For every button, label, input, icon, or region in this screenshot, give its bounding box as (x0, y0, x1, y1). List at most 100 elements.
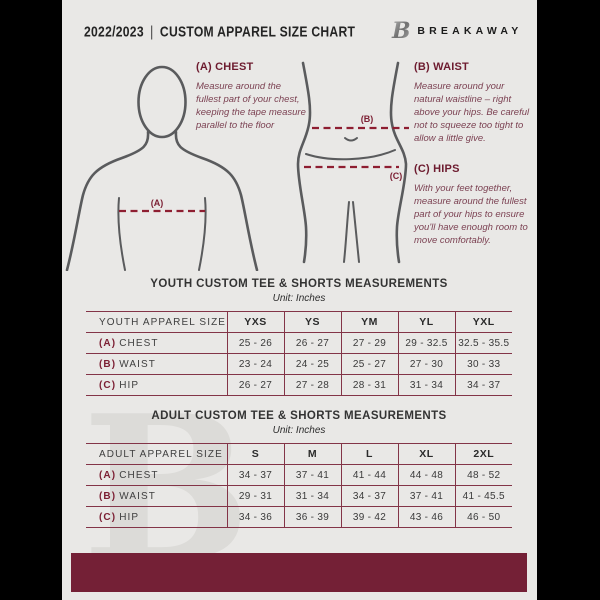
measurement-value-cell: 29 - 32.5 (397, 332, 455, 354)
adult-table-unit: Unit: Inches (272, 425, 326, 436)
measurement-value-cell: 27 - 28 (283, 374, 341, 396)
breakaway-logo-icon: B (387, 18, 411, 44)
row-label-text: WAIST (119, 490, 156, 502)
measurement-value-cell: 34 - 37 (340, 485, 398, 507)
size-header-row: ADULT APPAREL SIZE S M L XL 2XL (86, 443, 512, 465)
table-header-label: ADULT APPAREL SIZE (99, 448, 223, 460)
measurement-tables: YOUTH CUSTOM TEE & SHORTS MEASUREMENTS U… (86, 272, 512, 528)
measurement-value-cell: 44 - 48 (397, 464, 455, 486)
row-label-text: CHEST (119, 337, 159, 349)
size-header-cell: L (340, 443, 398, 465)
size-header-cell: YM (340, 311, 398, 333)
size-header-cell: YXS (226, 311, 284, 333)
measurement-value-cell: 41 - 45.5 (454, 485, 512, 507)
youth-table-title: YOUTH CUSTOM TEE & SHORTS MEASUREMENTS (150, 278, 448, 290)
measurement-value-cell: 29 - 31 (226, 485, 284, 507)
measurement-row: (B) WAIST 23 - 24 24 - 25 25 - 27 27 - 30 30 -… (86, 353, 512, 375)
row-label: (C) HIP (86, 375, 227, 396)
brand-lockup: B BREAKAWAY (385, 18, 522, 44)
measurement-value-cell: 26 - 27 (226, 374, 284, 396)
measurement-row: (B) WAIST 29 - 31 31 - 34 34 - 37 37 - 41 41 -… (86, 485, 512, 507)
svg-text:B: B (391, 18, 411, 44)
adult-table-title: ADULT CUSTOM TEE & SHORTS MEASUREMENTS (151, 410, 447, 422)
measurement-value-cell: 34 - 37 (454, 374, 512, 396)
row-label: (A) CHEST (86, 465, 227, 486)
measurement-row: (C) HIP 34 - 36 36 - 39 39 - 42 43 - 46 46 - 5… (86, 506, 512, 528)
hips-instruction-text: With your feet together, measure around … (414, 183, 528, 247)
measurement-value-cell: 41 - 44 (340, 464, 398, 486)
measurement-row: (A) CHEST 25 - 26 26 - 27 27 - 29 29 - 32.5 32… (86, 332, 512, 354)
measurement-value-cell: 39 - 42 (340, 506, 398, 528)
measurement-value-cell: 34 - 37 (226, 464, 284, 486)
header: 2022/2023 | CUSTOM APPAREL SIZE CHART B (84, 18, 518, 44)
waist-marker-label: (B) (361, 114, 374, 124)
row-label-prefix: (B) (99, 358, 117, 370)
lower-body-figure (296, 61, 408, 264)
waist-instruction: (B) WAIST Measure around your natural wa… (414, 61, 532, 146)
youth-size-table: YOUTH APPAREL SIZE YXS YS YM YL YXL (A) CHEST 25… (86, 311, 512, 396)
size-header-cell: XL (397, 443, 455, 465)
measurement-value-cell: 37 - 41 (397, 485, 455, 507)
size-header-row: YOUTH APPAREL SIZE YXS YS YM YL YXL (86, 311, 512, 333)
measurement-diagram: (A) (B) (C) (A) CHEST Measure around the… (62, 55, 537, 271)
chart-title-label: CUSTOM APPAREL SIZE CHART (159, 22, 356, 40)
measurement-value-cell: 23 - 24 (226, 353, 284, 375)
size-chart-page: B 2022/2023 | CUSTOM APPAREL SIZE CHART B (62, 0, 537, 600)
page-title: 2022/2023 | CUSTOM APPAREL SIZE CHART (84, 23, 355, 39)
row-label: (C) HIP (86, 507, 227, 528)
body-figures-illustration: (A) (B) (C) (65, 61, 409, 271)
row-label-prefix: (C) (99, 379, 117, 391)
measurement-value-cell: 25 - 27 (340, 353, 398, 375)
table-header-label: YOUTH APPAREL SIZE (99, 316, 227, 328)
chest-instruction-label: (A) CHEST (196, 61, 254, 73)
upper-body-figure (65, 65, 259, 271)
size-header-cell: YL (397, 311, 455, 333)
season-label: 2022/2023 (84, 22, 144, 40)
row-label-text: HIP (119, 379, 140, 391)
chest-instruction-text: Measure around the fullest part of your … (196, 81, 306, 132)
measurement-value-cell: 27 - 29 (340, 332, 398, 354)
chest-instruction: (A) CHEST Measure around the fullest par… (196, 61, 308, 132)
chest-marker-label: (A) (151, 198, 164, 208)
measurement-row: (C) HIP 26 - 27 27 - 28 28 - 31 31 - 34 34 - 3… (86, 374, 512, 396)
adult-size-table: ADULT APPAREL SIZE S M L XL 2XL (A) CHEST 34 - 3… (86, 443, 512, 528)
row-label: (B) WAIST (86, 486, 227, 507)
hips-instruction-label: (C) HIPS (414, 163, 460, 175)
measurement-value-cell: 34 - 36 (226, 506, 284, 528)
brand-name: BREAKAWAY (417, 25, 523, 37)
measurement-value-cell: 43 - 46 (397, 506, 455, 528)
youth-table-unit: Unit: Inches (272, 293, 326, 304)
hips-instruction: (C) HIPS With your feet together, measur… (414, 163, 532, 248)
measurement-value-cell: 26 - 27 (283, 332, 341, 354)
measurement-value-cell: 28 - 31 (340, 374, 398, 396)
row-label-prefix: (B) (99, 490, 117, 502)
title-separator: | (150, 22, 154, 40)
size-header-cell: YS (283, 311, 341, 333)
row-label-text: WAIST (119, 358, 156, 370)
row-label-prefix: (C) (99, 511, 117, 523)
measurement-value-cell: 31 - 34 (397, 374, 455, 396)
measurement-value-cell: 37 - 41 (283, 464, 341, 486)
measurement-value-cell: 24 - 25 (283, 353, 341, 375)
row-label-text: HIP (119, 511, 140, 523)
footer-bar (71, 553, 527, 592)
waist-instruction-text: Measure around your natural waistline – … (414, 81, 530, 145)
size-header-cell: S (226, 443, 284, 465)
size-header-cell: 2XL (454, 443, 512, 465)
hips-marker-label: (C) (390, 171, 403, 181)
measurement-row: (A) CHEST 34 - 37 37 - 41 41 - 44 44 - 48 48 -… (86, 464, 512, 486)
size-header-cell: M (283, 443, 341, 465)
row-label-prefix: (A) (99, 337, 117, 349)
size-header-cell: YXL (454, 311, 512, 333)
row-label-prefix: (A) (99, 469, 117, 481)
measurement-value-cell: 25 - 26 (226, 332, 284, 354)
measurement-value-cell: 48 - 52 (454, 464, 512, 486)
waist-instruction-label: (B) WAIST (414, 61, 469, 73)
row-label: (A) CHEST (86, 333, 227, 354)
measurement-value-cell: 46 - 50 (454, 506, 512, 528)
measurement-value-cell: 32.5 - 35.5 (454, 332, 512, 354)
row-label: (B) WAIST (86, 354, 227, 375)
row-label-text: CHEST (119, 469, 159, 481)
measurement-value-cell: 36 - 39 (283, 506, 341, 528)
